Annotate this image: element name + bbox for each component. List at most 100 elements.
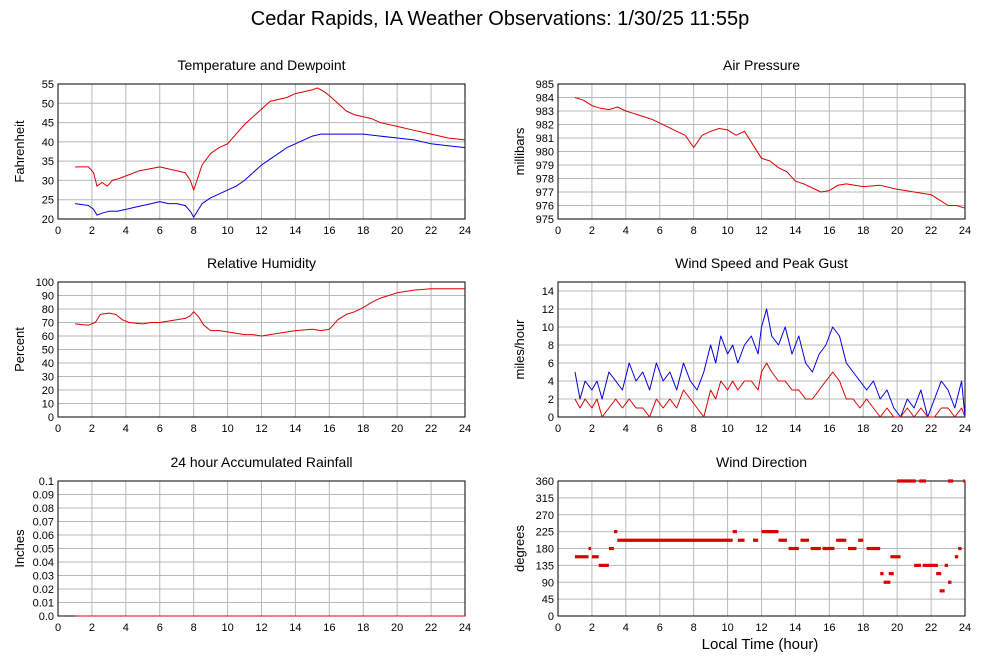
pressure-series-0 [574,97,966,209]
humidity-ytick-label: 20 [42,385,54,397]
wind-xtick-label: 14 [789,423,801,435]
temp-xtick-label: 0 [55,225,61,237]
wind-xtick-label: 22 [925,423,937,435]
pressure-chart: 2 4 6 8 10 12 14 16 18 20 22 2497597697797897998098… [512,57,971,237]
pressure-ytick-label: 982 [536,120,554,132]
wind-frame [557,281,966,418]
pressure-xtick-label: 12 [755,225,767,237]
pressure-ytick-label: 977 [536,187,554,199]
pressure-xtick-label: 4 [623,225,629,237]
rain-ylabel: Inches [12,529,27,568]
pressure-xtick-label: 6 [657,225,663,237]
rain-ytick-label: 0.1 [39,476,54,488]
rain-xtick-label: 6 [157,622,163,634]
page-title: Cedar Rapids, IA Weather Observations: 1… [250,8,750,30]
temp-xtick-label: 4 [123,225,129,237]
direction-ytick-label: 90 [542,577,554,589]
pressure-ytick-label: 978 [536,174,554,186]
direction-ytick-label: 360 [536,476,554,488]
wind-xtick-label: 18 [857,423,869,435]
humidity-ytick-label: 100 [36,277,54,289]
humidity-ytick-label: 40 [42,358,54,370]
humidity-ytick-label: 80 [42,304,54,316]
humidity-xtick-label: 6 [157,423,163,435]
direction-xtick-label: 22 [925,622,937,634]
rain-xtick-label: 8 [191,622,197,634]
direction-ytick-label: 135 [536,560,554,572]
direction-ytick-label: 225 [536,527,554,539]
direction-ytick-label: 315 [536,493,554,505]
wind-ytick-label: 4 [548,376,554,388]
pressure-ytick-label: 979 [536,160,554,172]
temp-chart: 2 4 6 8 10 12 14 16 18 20 22 2420253035404550550Tem… [12,57,471,237]
direction-ylabel: degrees [512,525,527,572]
rain-xtick-label: 10 [221,622,233,634]
rain-ytick-label: 0.02 [33,584,54,596]
temp-xtick-label: 8 [191,225,197,237]
rain-ytick-label: 0.0 [39,611,54,623]
direction-frame [557,480,966,617]
pressure-ytick-label: 980 [536,147,554,159]
pressure-ylabel: millibars [512,127,527,175]
rain-xtick-label: 24 [459,622,471,634]
direction-ytick-label: 180 [536,544,554,556]
humidity-xtick-label: 4 [123,423,129,435]
rain-ytick-label: 0.09 [33,490,54,502]
humidity-chart: 2 4 6 8 10 12 14 16 18 20 22 2401020304050607080901… [12,255,471,435]
humidity-ytick-label: 30 [42,372,54,384]
rain-ytick-label: 0.04 [33,557,54,569]
temp-ylabel: Fahrenheit [12,120,27,183]
temp-ytick-label: 25 [42,195,54,207]
direction-xtick-label: 16 [823,622,835,634]
pressure-xtick-label: 2 [589,225,595,237]
humidity-ytick-label: 60 [42,331,54,343]
pressure-ytick-label: 976 [536,201,554,213]
direction-xtick-label: 24 [959,622,971,634]
direction-xtick-label: 12 [755,622,767,634]
temp-title: Temperature and Dewpoint [177,57,345,73]
pressure-ytick-label: 975 [536,214,554,226]
direction-ytick-label: 0 [548,611,554,623]
humidity-xtick-label: 14 [289,423,301,435]
wind-ytick-label: 0 [548,412,554,424]
direction-ytick-label: 270 [536,510,554,522]
direction-xtick-label: 20 [891,622,903,634]
temp-ytick-label: 55 [42,79,54,91]
rain-ytick-label: 0.03 [33,571,54,583]
wind-ytick-label: 6 [548,358,554,370]
direction-xtick-label: 4 [623,622,629,634]
humidity-ytick-label: 70 [42,318,54,330]
humidity-xtick-label: 20 [391,423,403,435]
rain-xtick-label: 14 [289,622,301,634]
humidity-title: Relative Humidity [207,255,316,271]
rain-xtick-label: 18 [357,622,369,634]
direction-title: Wind Direction [716,454,807,470]
rain-chart: 2 4 6 8 10 12 14 16 18 20 22 240.00.010.020.030.040… [12,454,471,634]
pressure-xtick-label: 10 [721,225,733,237]
rain-xtick-label: 12 [255,622,267,634]
pressure-xtick-label: 14 [789,225,801,237]
temp-series-0 [75,87,466,191]
temp-xtick-label: 24 [459,225,471,237]
direction-xtick-label: 14 [789,622,801,634]
pressure-title: Air Pressure [723,57,800,73]
humidity-frame [57,281,466,418]
temp-series-1 [74,133,466,218]
rain-title: 24 hour Accumulated Rainfall [170,454,352,470]
direction-xtick-label: 18 [857,622,869,634]
humidity-ytick-label: 50 [42,345,54,357]
pressure-xtick-label: 24 [959,225,971,237]
wind-ytick-label: 12 [542,304,554,316]
temp-ytick-label: 45 [42,118,54,130]
humidity-xtick-label: 16 [323,423,335,435]
wind-series-1 [574,362,966,418]
temp-xtick-label: 20 [391,225,403,237]
humidity-xtick-label: 0 [55,423,61,435]
wind-series-0 [574,308,966,418]
humidity-series-0 [74,288,465,337]
rain-ytick-label: 0.07 [33,517,54,529]
rain-ytick-label: 0.08 [33,503,54,515]
humidity-ylabel: Percent [12,327,27,372]
wind-xtick-label: 4 [623,423,629,435]
